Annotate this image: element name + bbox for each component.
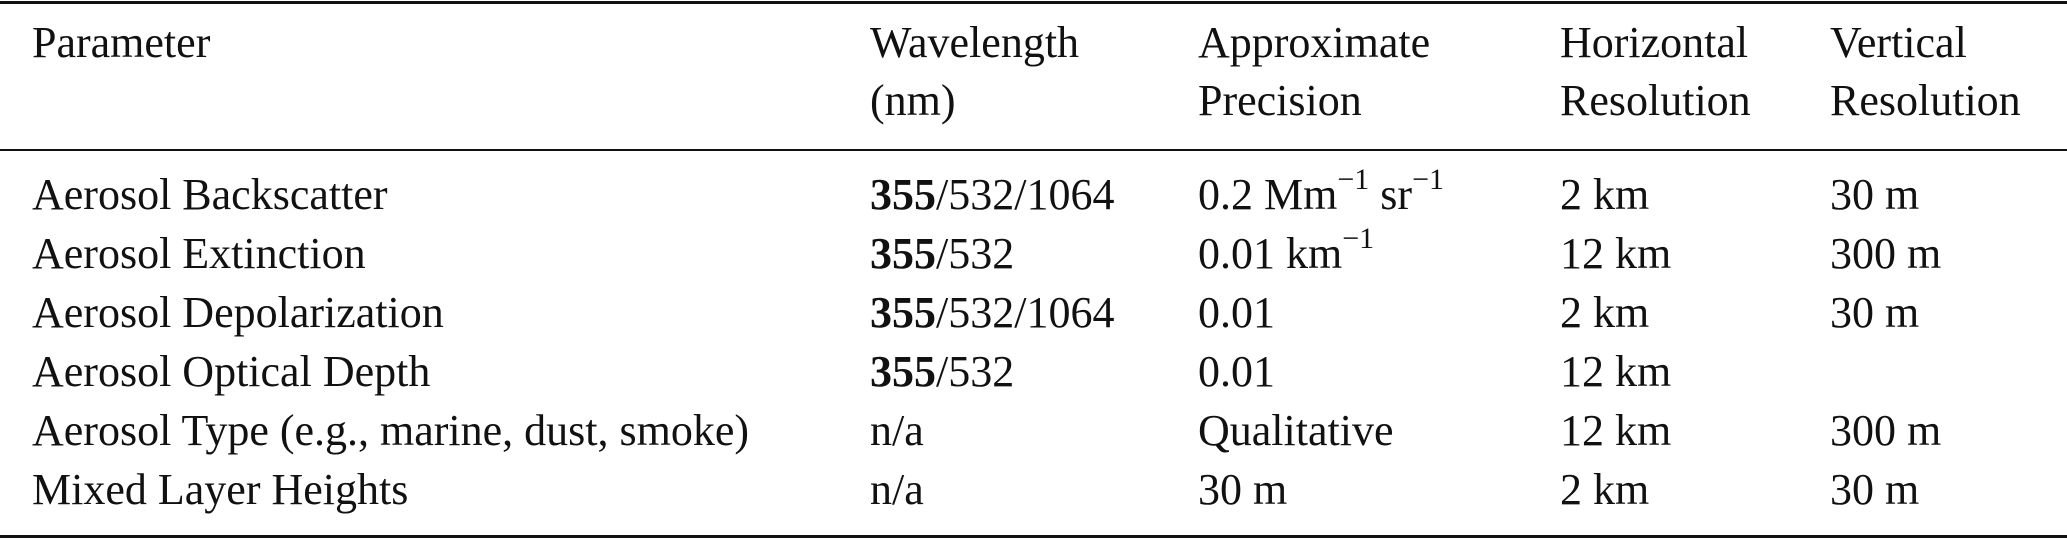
header-horizontal-resolution: Horizontal Resolution [1560,14,1751,130]
table-header-rule [0,149,2067,151]
vertical-resolution-value: 30 m [1830,465,1920,514]
parameter-text: Aerosol Depolarization [32,288,444,337]
cell-precision: Qualitative [1198,402,1394,460]
cell-parameter: Mixed Layer Heights [32,461,408,519]
parameter-text: Aerosol Type (e.g., marine, dust, smoke) [32,406,750,455]
header-parameter-line1: Parameter [32,18,211,67]
wavelength-secondary: /532/1064 [936,170,1115,219]
vertical-resolution-value: 300 m [1830,406,1942,455]
parameter-text: Aerosol Backscatter [32,170,388,219]
cell-parameter: Aerosol Optical Depth [32,343,430,401]
cell-horizontal-resolution: 12 km [1560,343,1671,401]
precision-unit-exponent: −1 [1412,163,1444,196]
wavelength-primary: 355 [870,229,936,278]
parameter-text: Aerosol Optical Depth [32,347,431,396]
precision-value: 0.01 km [1198,229,1343,278]
cell-vertical-resolution: 30 m [1830,461,1919,519]
cell-wavelength: 355/532/1064 [870,284,1114,342]
cell-horizontal-resolution: 2 km [1560,461,1649,519]
cell-parameter: Aerosol Depolarization [32,284,444,342]
header-horizontal-line1: Horizontal [1560,18,1749,67]
horizontal-resolution-value: 2 km [1560,288,1650,337]
cell-vertical-resolution: 30 m [1830,284,1919,342]
header-precision-line1: Approximate [1198,18,1431,67]
cell-precision: 30 m [1198,461,1287,519]
cell-vertical-resolution: 30 m [1830,166,1919,224]
wavelength-secondary: /532/1064 [936,288,1115,337]
cell-parameter: Aerosol Extinction [32,225,366,283]
wavelength-secondary: n/a [870,406,924,455]
precision-value: 30 m [1198,465,1288,514]
precision-value: 0.01 [1198,347,1275,396]
horizontal-resolution-value: 12 km [1560,347,1672,396]
header-vertical-resolution: Vertical Resolution [1830,14,2021,130]
wavelength-primary: 355 [870,347,936,396]
cell-precision: 0.01 km−1 [1198,222,1375,283]
cell-horizontal-resolution: 12 km [1560,402,1671,460]
header-wavelength-line1: Wavelength [870,18,1080,67]
vertical-resolution-value: 30 m [1830,288,1920,337]
header-precision: Approximate Precision [1198,14,1430,130]
cell-wavelength: 355/532/1064 [870,166,1114,224]
cell-vertical-resolution: 300 m [1830,225,1941,283]
precision-value: 0.01 [1198,288,1275,337]
cell-parameter: Aerosol Type (e.g., marine, dust, smoke) [32,402,749,460]
cell-precision: 0.2 Mm−1 sr−1 [1198,163,1444,224]
precision-value: 0.2 Mm [1198,170,1338,219]
header-horizontal-line2: Resolution [1560,76,1751,125]
header-precision-line2: Precision [1198,76,1362,125]
horizontal-resolution-value: 12 km [1560,229,1672,278]
header-vertical-line1: Vertical [1830,18,1967,67]
precision-value: Qualitative [1198,406,1394,455]
cell-wavelength: 355/532 [870,343,1014,401]
header-wavelength: Wavelength (nm) [870,14,1079,130]
cell-wavelength: 355/532 [870,225,1014,283]
header-parameter: Parameter [32,14,210,72]
cell-horizontal-resolution: 2 km [1560,284,1649,342]
vertical-resolution-value: 30 m [1830,170,1920,219]
table-top-rule [0,1,2067,4]
precision-exponent: −1 [1337,163,1370,196]
cell-vertical-resolution: 300 m [1830,402,1941,460]
precision-unit: sr [1369,170,1413,219]
horizontal-resolution-value: 2 km [1560,170,1650,219]
cell-parameter: Aerosol Backscatter [32,166,388,224]
wavelength-secondary: /532 [936,347,1015,396]
header-vertical-line2: Resolution [1830,76,2021,125]
cell-horizontal-resolution: 12 km [1560,225,1671,283]
wavelength-primary: 355 [870,170,936,219]
cell-wavelength: n/a [870,461,924,519]
cell-horizontal-resolution: 2 km [1560,166,1649,224]
table-bottom-rule [0,535,2067,538]
wavelength-primary: 355 [870,288,936,337]
cell-precision: 0.01 [1198,343,1275,401]
cell-wavelength: n/a [870,402,924,460]
horizontal-resolution-value: 12 km [1560,406,1672,455]
wavelength-secondary: n/a [870,465,924,514]
wavelength-secondary: /532 [936,229,1015,278]
header-wavelength-line2: (nm) [870,76,956,125]
parameter-text: Aerosol Extinction [32,229,366,278]
cell-precision: 0.01 [1198,284,1275,342]
precision-exponent: −1 [1342,222,1375,255]
vertical-resolution-value: 300 m [1830,229,1942,278]
parameter-text: Mixed Layer Heights [32,465,409,514]
horizontal-resolution-value: 2 km [1560,465,1650,514]
